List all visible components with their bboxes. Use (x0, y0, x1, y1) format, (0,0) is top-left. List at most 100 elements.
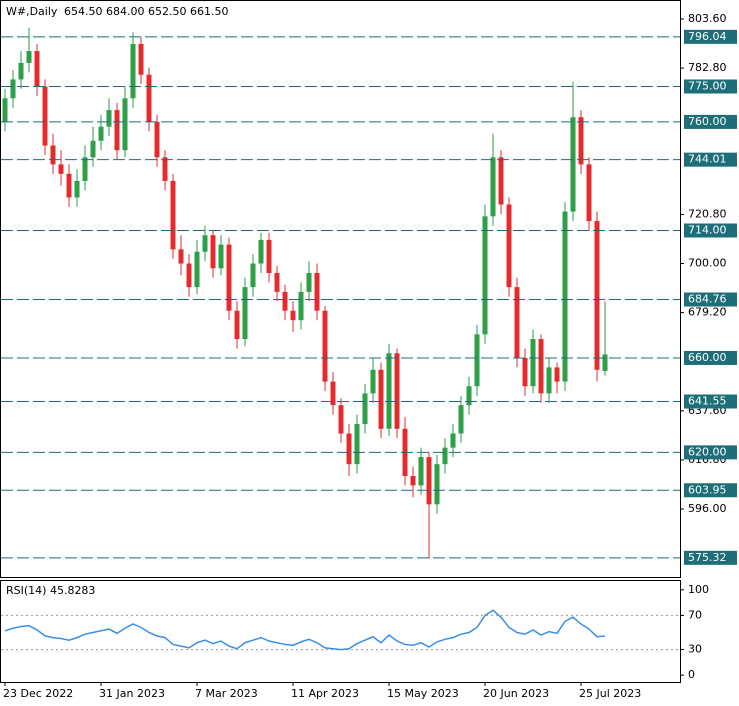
level-box (684, 350, 737, 365)
x-tick-label: 25 Jul 2023 (579, 687, 641, 700)
y-tick-label: 720.80 (688, 207, 727, 220)
candle-body (202, 235, 208, 252)
candle-body (98, 126, 104, 141)
candle-body (410, 475, 416, 486)
y-tick-label: 596.00 (688, 502, 727, 515)
candle-body (162, 157, 168, 181)
level-label: 775.00 (688, 80, 727, 93)
level-box (684, 152, 737, 167)
candle-body (306, 272, 312, 292)
candle-body (498, 157, 504, 205)
y-tick-label: 100 (688, 583, 709, 596)
candle-body (66, 173, 72, 198)
level-box (684, 445, 737, 460)
level-label: 714.00 (688, 223, 727, 236)
candle-body (186, 263, 192, 288)
level-label: 796.04 (688, 30, 727, 43)
candle-body (82, 157, 88, 181)
candle-body (298, 291, 304, 321)
candle-body (338, 405, 344, 434)
x-tick-label: 20 Jun 2023 (483, 687, 549, 700)
candle-body (250, 263, 256, 288)
candle-body (242, 287, 248, 340)
level-box (684, 394, 737, 409)
candle-body (138, 44, 144, 75)
candle-body (74, 180, 80, 198)
quote: 654.50 684.00 652.50 661.50 (64, 5, 228, 18)
candle-body (58, 164, 64, 174)
y-tick-label: 679.20 (688, 306, 727, 319)
candle-body (322, 310, 328, 382)
candle-body (218, 244, 224, 269)
x-tick-label: 23 Dec 2022 (3, 687, 73, 700)
candle-body (226, 244, 232, 311)
candle-body (554, 367, 560, 382)
y-tick-label: 782.80 (688, 61, 727, 74)
candle-body (2, 98, 8, 122)
level-label: 744.01 (688, 153, 727, 166)
rsi-panel (0, 580, 681, 683)
level-box (684, 114, 737, 129)
level-box (684, 29, 737, 44)
candle-body (506, 204, 512, 288)
candle-body (362, 393, 368, 425)
rsi-line (4, 609, 606, 651)
candle-body (530, 339, 536, 387)
candle-body (290, 310, 296, 321)
candle-body (10, 79, 16, 99)
candle-body (18, 62, 24, 80)
candle-body (282, 291, 288, 311)
candle-body (42, 86, 48, 146)
level-box (684, 223, 737, 238)
level-label: 620.00 (688, 445, 727, 458)
candle-body (330, 381, 336, 406)
candle-body (210, 235, 216, 269)
x-tick-label: 31 Jan 2023 (99, 687, 165, 700)
candle-body (594, 221, 600, 370)
candle-body (394, 353, 400, 429)
candle-body (90, 140, 96, 158)
candle-body (354, 424, 360, 465)
candle-body (178, 249, 184, 264)
candle-body (546, 367, 552, 394)
candle-body (314, 272, 320, 311)
y-tick-label: 70 (688, 608, 702, 621)
candle-body (266, 239, 272, 273)
rsi-title: RSI(14) 45.8283 (6, 584, 95, 597)
candle-body (26, 51, 32, 63)
level-label: 760.00 (688, 115, 727, 128)
candle-body (122, 98, 128, 151)
candle-body (474, 334, 480, 387)
level-label: 575.32 (688, 551, 727, 564)
candle-body (146, 74, 152, 122)
candle-body (602, 354, 608, 371)
candle-body (346, 433, 352, 465)
candle-body (34, 51, 40, 87)
candle-body (442, 447, 448, 465)
candle-body (370, 369, 376, 394)
candle-body (234, 310, 240, 340)
candle-body (258, 239, 264, 264)
candle-body (274, 272, 280, 292)
level-label: 641.55 (688, 395, 727, 408)
candle-body (458, 405, 464, 434)
x-tick-label: 15 May 2023 (387, 687, 459, 700)
x-tick-label: 7 Mar 2023 (195, 687, 258, 700)
candle-body (490, 157, 496, 217)
candle-body (418, 457, 424, 486)
candle-body (450, 433, 456, 448)
level-box (684, 79, 737, 94)
candle-body (562, 211, 568, 382)
candle-body (538, 339, 544, 394)
candle-body (434, 464, 440, 505)
level-box (684, 483, 737, 498)
candle-body (194, 251, 200, 288)
candle-body (378, 369, 384, 429)
candle-body (50, 145, 56, 165)
candle-body (114, 110, 120, 151)
candle-body (130, 44, 136, 99)
candle-body (106, 110, 112, 127)
candle-body (154, 121, 160, 158)
level-box (684, 292, 737, 307)
